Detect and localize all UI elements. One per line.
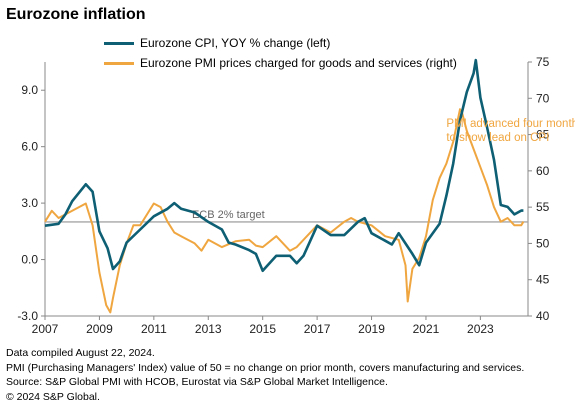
footnotes: Data compiled August 22, 2024. PMI (Purc… [6,346,524,404]
x-tick-label: 2009 [86,322,113,336]
annotation-text: PMI advanced four months [446,118,575,130]
x-tick-label: 2007 [32,322,59,336]
legend-item-pmi: Eurozone PMI prices charged for goods an… [104,53,457,73]
series-line-cpi [44,58,524,273]
y-right-tick-label: 45 [536,273,550,287]
legend-item-cpi: Eurozone CPI, YOY % change (left) [104,33,457,53]
legend-label-cpi: Eurozone CPI, YOY % change (left) [140,36,331,50]
y-right-tick-label: 60 [536,164,550,178]
y-left-tick-label: -3.0 [17,309,38,323]
y-left-tick-label: 3.0 [21,196,38,210]
y-right-tick-label: 70 [536,91,550,105]
x-tick-label: 2011 [141,322,167,336]
y-left-tick-label: 0.0 [21,253,38,267]
x-tick-label: 2023 [467,322,494,336]
y-right-tick-label: 40 [536,309,550,323]
y-left-tick-label: 6.0 [21,140,38,154]
ecb-target-label: ECB 2% target [192,209,265,221]
x-tick-label: 2021 [413,322,440,336]
legend: Eurozone CPI, YOY % change (left) Eurozo… [104,33,457,73]
y-right-tick-label: 55 [536,200,550,214]
note-copyright: © 2024 S&P Global. [6,390,100,403]
y-right-tick-label: 50 [536,236,550,250]
y-left-tick-label: 9.0 [21,83,38,97]
x-tick-label: 2017 [304,322,331,336]
x-tick-label: 2015 [249,322,276,336]
note-source: Source: S&P Global PMI with HCOB, Eurost… [6,376,388,388]
note-pmi-definition: PMI (Purchasing Managers' Index) value o… [6,361,525,374]
x-tick-label: 2013 [195,322,222,336]
y-right-tick-label: 75 [536,55,550,69]
legend-swatch-cpi [104,41,134,45]
annotation-text: to show lead on CPI [446,132,549,144]
chart-title: Eurozone inflation [6,6,146,23]
note-compiled: Data compiled August 22, 2024. [6,347,155,359]
x-tick-label: 2019 [358,322,385,336]
y-right-tick-label: 65 [536,128,550,142]
legend-label-pmi: Eurozone PMI prices charged for goods an… [140,56,457,70]
legend-swatch-pmi [104,61,134,65]
